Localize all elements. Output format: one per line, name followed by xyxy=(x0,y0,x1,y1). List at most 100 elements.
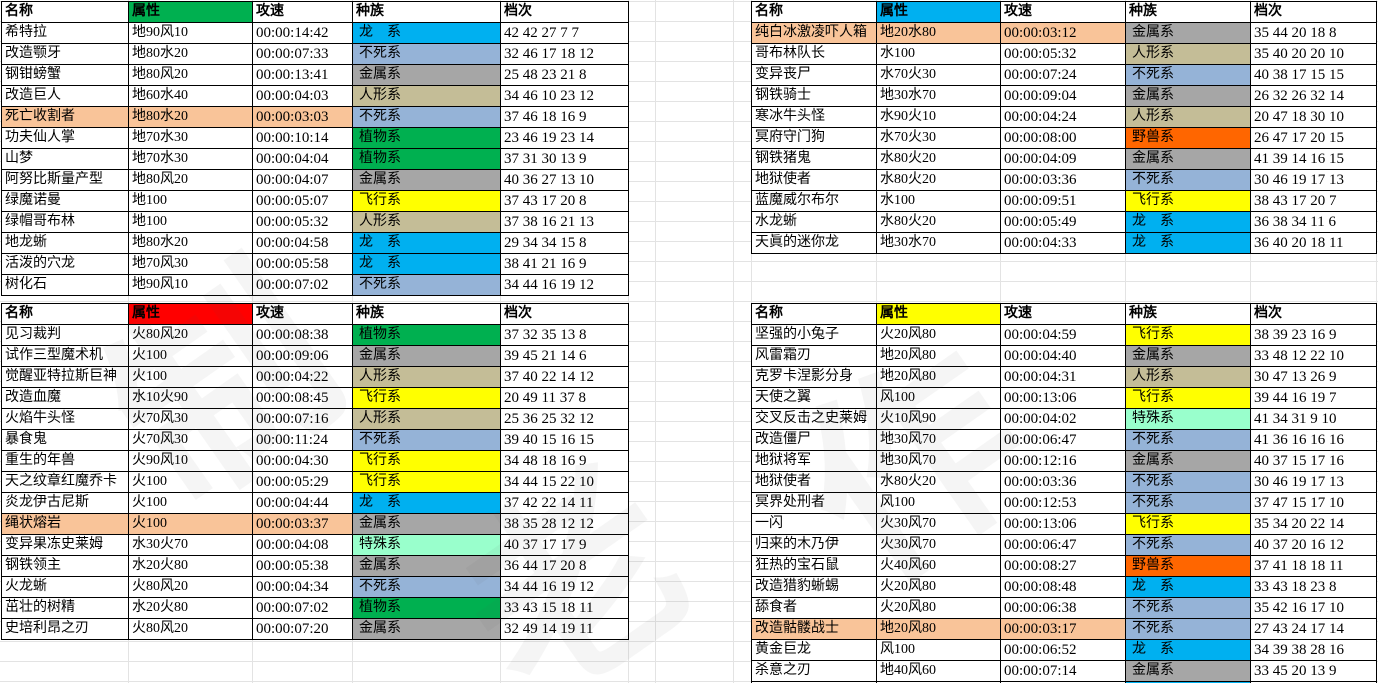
cell-attack-speed[interactable]: 00:00:04:09 xyxy=(1000,148,1126,170)
cell-element-attr[interactable]: 地80水20 xyxy=(128,106,253,128)
cell-element-attr[interactable]: 火20风80 xyxy=(876,576,1001,598)
cell-attack-speed[interactable]: 00:00:08:00 xyxy=(1000,127,1126,149)
cell-monster-name[interactable]: 阿努比斯量产型 xyxy=(1,169,129,191)
cell-monster-name[interactable]: 觉醒亚特拉斯巨神 xyxy=(1,366,129,388)
col-header-speed[interactable]: 攻速 xyxy=(252,1,353,23)
cell-element-attr[interactable]: 地20风80 xyxy=(876,618,1001,640)
cell-race[interactable]: 飞行系 xyxy=(352,471,501,493)
cell-tiers[interactable]: 39 45 21 14 6 xyxy=(500,345,629,367)
cell-race[interactable]: 龙 系 xyxy=(352,22,501,44)
cell-monster-name[interactable]: 改造骷髅战士 xyxy=(751,618,877,640)
cell-monster-name[interactable]: 暴食鬼 xyxy=(1,429,129,451)
cell-tiers[interactable]: 37 38 16 21 13 xyxy=(500,211,629,233)
cell-monster-name[interactable]: 坚强的小兔子 xyxy=(751,324,877,346)
cell-attack-speed[interactable]: 00:00:06:47 xyxy=(1000,429,1126,451)
cell-attack-speed[interactable]: 00:00:11:24 xyxy=(252,429,353,451)
cell-element-attr[interactable]: 地80风20 xyxy=(128,169,253,191)
cell-monster-name[interactable]: 钢铁骑士 xyxy=(751,85,877,107)
cell-monster-name[interactable]: 改造猎豹蜥蜴 xyxy=(751,576,877,598)
cell-element-attr[interactable]: 地100 xyxy=(128,190,253,212)
cell-monster-name[interactable]: 地狱使者 xyxy=(751,471,877,493)
cell-race[interactable]: 人形系 xyxy=(352,85,501,107)
cell-race[interactable]: 飞行系 xyxy=(352,190,501,212)
cell-element-attr[interactable]: 火100 xyxy=(128,345,253,367)
cell-race[interactable]: 飞行系 xyxy=(1125,190,1251,212)
cell-race[interactable]: 不死系 xyxy=(1125,429,1251,451)
cell-race[interactable]: 金属系 xyxy=(1125,148,1251,170)
cell-attack-speed[interactable]: 00:00:12:53 xyxy=(1000,492,1126,514)
cell-attack-speed[interactable]: 00:00:07:33 xyxy=(252,43,353,65)
cell-attack-speed[interactable]: 00:00:06:52 xyxy=(1000,639,1126,661)
col-header-attr[interactable]: 属性 xyxy=(876,1,1001,23)
cell-element-attr[interactable]: 水20火80 xyxy=(128,597,253,619)
cell-attack-speed[interactable]: 00:00:04:24 xyxy=(1000,106,1126,128)
cell-race[interactable]: 不死系 xyxy=(1125,64,1251,86)
cell-race[interactable]: 龙 系 xyxy=(352,232,501,254)
cell-tiers[interactable]: 37 43 17 20 8 xyxy=(500,190,629,212)
cell-element-attr[interactable]: 风100 xyxy=(876,387,1001,409)
cell-attack-speed[interactable]: 00:00:08:38 xyxy=(252,324,353,346)
cell-monster-name[interactable]: 一闪 xyxy=(751,513,877,535)
cell-attack-speed[interactable]: 00:00:14:42 xyxy=(252,22,353,44)
cell-attack-speed[interactable]: 00:00:03:37 xyxy=(252,513,353,535)
cell-element-attr[interactable]: 火100 xyxy=(128,513,253,535)
cell-race[interactable]: 人形系 xyxy=(1125,106,1251,128)
cell-tiers[interactable]: 33 43 18 23 8 xyxy=(1250,576,1377,598)
cell-monster-name[interactable]: 天之纹章红魔乔卡 xyxy=(1,471,129,493)
cell-monster-name[interactable]: 钢钳螃蟹 xyxy=(1,64,129,86)
col-header-name[interactable]: 名称 xyxy=(751,1,877,23)
cell-attack-speed[interactable]: 00:00:05:38 xyxy=(252,555,353,577)
cell-tiers[interactable]: 25 48 23 21 8 xyxy=(500,64,629,86)
cell-race[interactable]: 金属系 xyxy=(352,618,501,640)
cell-monster-name[interactable]: 树化石 xyxy=(1,274,129,296)
cell-monster-name[interactable]: 炎龙伊古尼斯 xyxy=(1,492,129,514)
cell-element-attr[interactable]: 地30风70 xyxy=(876,450,1001,472)
cell-monster-name[interactable]: 哥布林队长 xyxy=(751,43,877,65)
cell-race[interactable]: 不死系 xyxy=(1125,597,1251,619)
cell-tiers[interactable]: 39 44 16 19 7 xyxy=(1250,387,1377,409)
cell-element-attr[interactable]: 地30风70 xyxy=(876,429,1001,451)
cell-monster-name[interactable]: 茁壮的树精 xyxy=(1,597,129,619)
cell-tiers[interactable]: 35 42 16 17 10 xyxy=(1250,597,1377,619)
cell-element-attr[interactable]: 地80风20 xyxy=(128,64,253,86)
cell-race[interactable]: 不死系 xyxy=(1125,471,1251,493)
cell-monster-name[interactable]: 死亡收割者 xyxy=(1,106,129,128)
cell-attack-speed[interactable]: 00:00:07:02 xyxy=(252,597,353,619)
cell-monster-name[interactable]: 地狱将军 xyxy=(751,450,877,472)
cell-attack-speed[interactable]: 00:00:04:59 xyxy=(1000,324,1126,346)
cell-race[interactable]: 不死系 xyxy=(352,274,501,296)
cell-monster-name[interactable]: 变异果冻史莱姆 xyxy=(1,534,129,556)
cell-element-attr[interactable]: 火90风10 xyxy=(128,450,253,472)
cell-tiers[interactable]: 33 48 12 22 10 xyxy=(1250,345,1377,367)
cell-element-attr[interactable]: 火20风80 xyxy=(876,597,1001,619)
cell-attack-speed[interactable]: 00:00:13:41 xyxy=(252,64,353,86)
cell-attack-speed[interactable]: 00:00:04:04 xyxy=(252,148,353,170)
col-header-attr[interactable]: 属性 xyxy=(128,1,253,23)
cell-attack-speed[interactable]: 00:00:13:06 xyxy=(1000,387,1126,409)
cell-element-attr[interactable]: 地70水30 xyxy=(128,127,253,149)
cell-attack-speed[interactable]: 00:00:03:36 xyxy=(1000,471,1126,493)
cell-monster-name[interactable]: 改造僵尸 xyxy=(751,429,877,451)
cell-element-attr[interactable]: 水70火30 xyxy=(876,64,1001,86)
col-header-speed[interactable]: 攻速 xyxy=(252,303,353,325)
cell-attack-speed[interactable]: 00:00:08:27 xyxy=(1000,555,1126,577)
cell-element-attr[interactable]: 火80风20 xyxy=(128,618,253,640)
cell-attack-speed[interactable]: 00:00:05:32 xyxy=(1000,43,1126,65)
cell-element-attr[interactable]: 地70风30 xyxy=(128,253,253,275)
cell-monster-name[interactable]: 活泼的穴龙 xyxy=(1,253,129,275)
cell-tiers[interactable]: 38 39 23 16 9 xyxy=(1250,324,1377,346)
cell-tiers[interactable]: 34 44 15 22 10 xyxy=(500,471,629,493)
col-header-tier[interactable]: 档次 xyxy=(1250,303,1377,325)
cell-element-attr[interactable]: 水70火30 xyxy=(876,127,1001,149)
cell-race[interactable]: 植物系 xyxy=(352,324,501,346)
cell-race[interactable]: 金属系 xyxy=(352,555,501,577)
cell-monster-name[interactable]: 钢铁猪鬼 xyxy=(751,148,877,170)
cell-monster-name[interactable]: 火龙蜥 xyxy=(1,576,129,598)
cell-monster-name[interactable]: 钢铁领主 xyxy=(1,555,129,577)
cell-attack-speed[interactable]: 00:00:10:14 xyxy=(252,127,353,149)
cell-race[interactable]: 飞行系 xyxy=(352,450,501,472)
cell-tiers[interactable]: 41 39 14 16 15 xyxy=(1250,148,1377,170)
cell-monster-name[interactable]: 功夫仙人掌 xyxy=(1,127,129,149)
col-header-race[interactable]: 种族 xyxy=(1125,1,1251,23)
cell-race[interactable]: 飞行系 xyxy=(1125,513,1251,535)
